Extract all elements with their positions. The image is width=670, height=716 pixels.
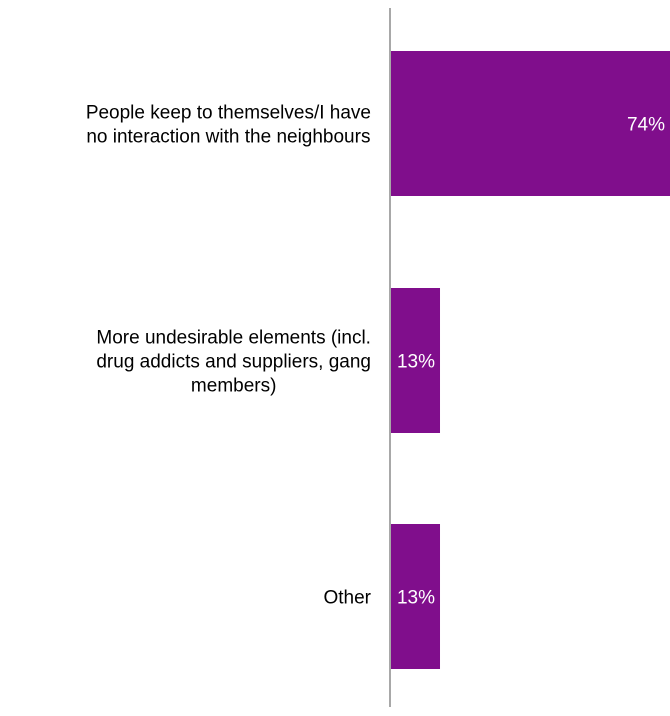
value-label-1: 74% (627, 115, 665, 136)
category-label-3: Other (323, 588, 371, 609)
value-labels: 74% 13% 13% (397, 115, 665, 609)
value-label-3: 13% (397, 588, 435, 609)
bars (391, 51, 670, 669)
category-label-line: People keep to themselves/I have (86, 103, 371, 124)
category-label-line: members) (191, 376, 277, 397)
value-label-2: 13% (397, 352, 435, 373)
bar-1 (391, 51, 670, 196)
category-label-line: More undesirable elements (incl. (96, 328, 371, 349)
category-label-line: drug addicts and suppliers, gang (96, 352, 371, 373)
bar-3 (391, 524, 441, 669)
category-labels: People keep to themselves/I have no inter… (86, 103, 372, 609)
category-label-1: People keep to themselves/I have no inter… (86, 103, 371, 148)
bar-2 (391, 288, 441, 433)
category-label-line: no interaction with the neighbours (86, 127, 370, 148)
category-label-2: More undesirable elements (incl. drug add… (96, 328, 371, 397)
category-label-line: Other (323, 588, 371, 609)
